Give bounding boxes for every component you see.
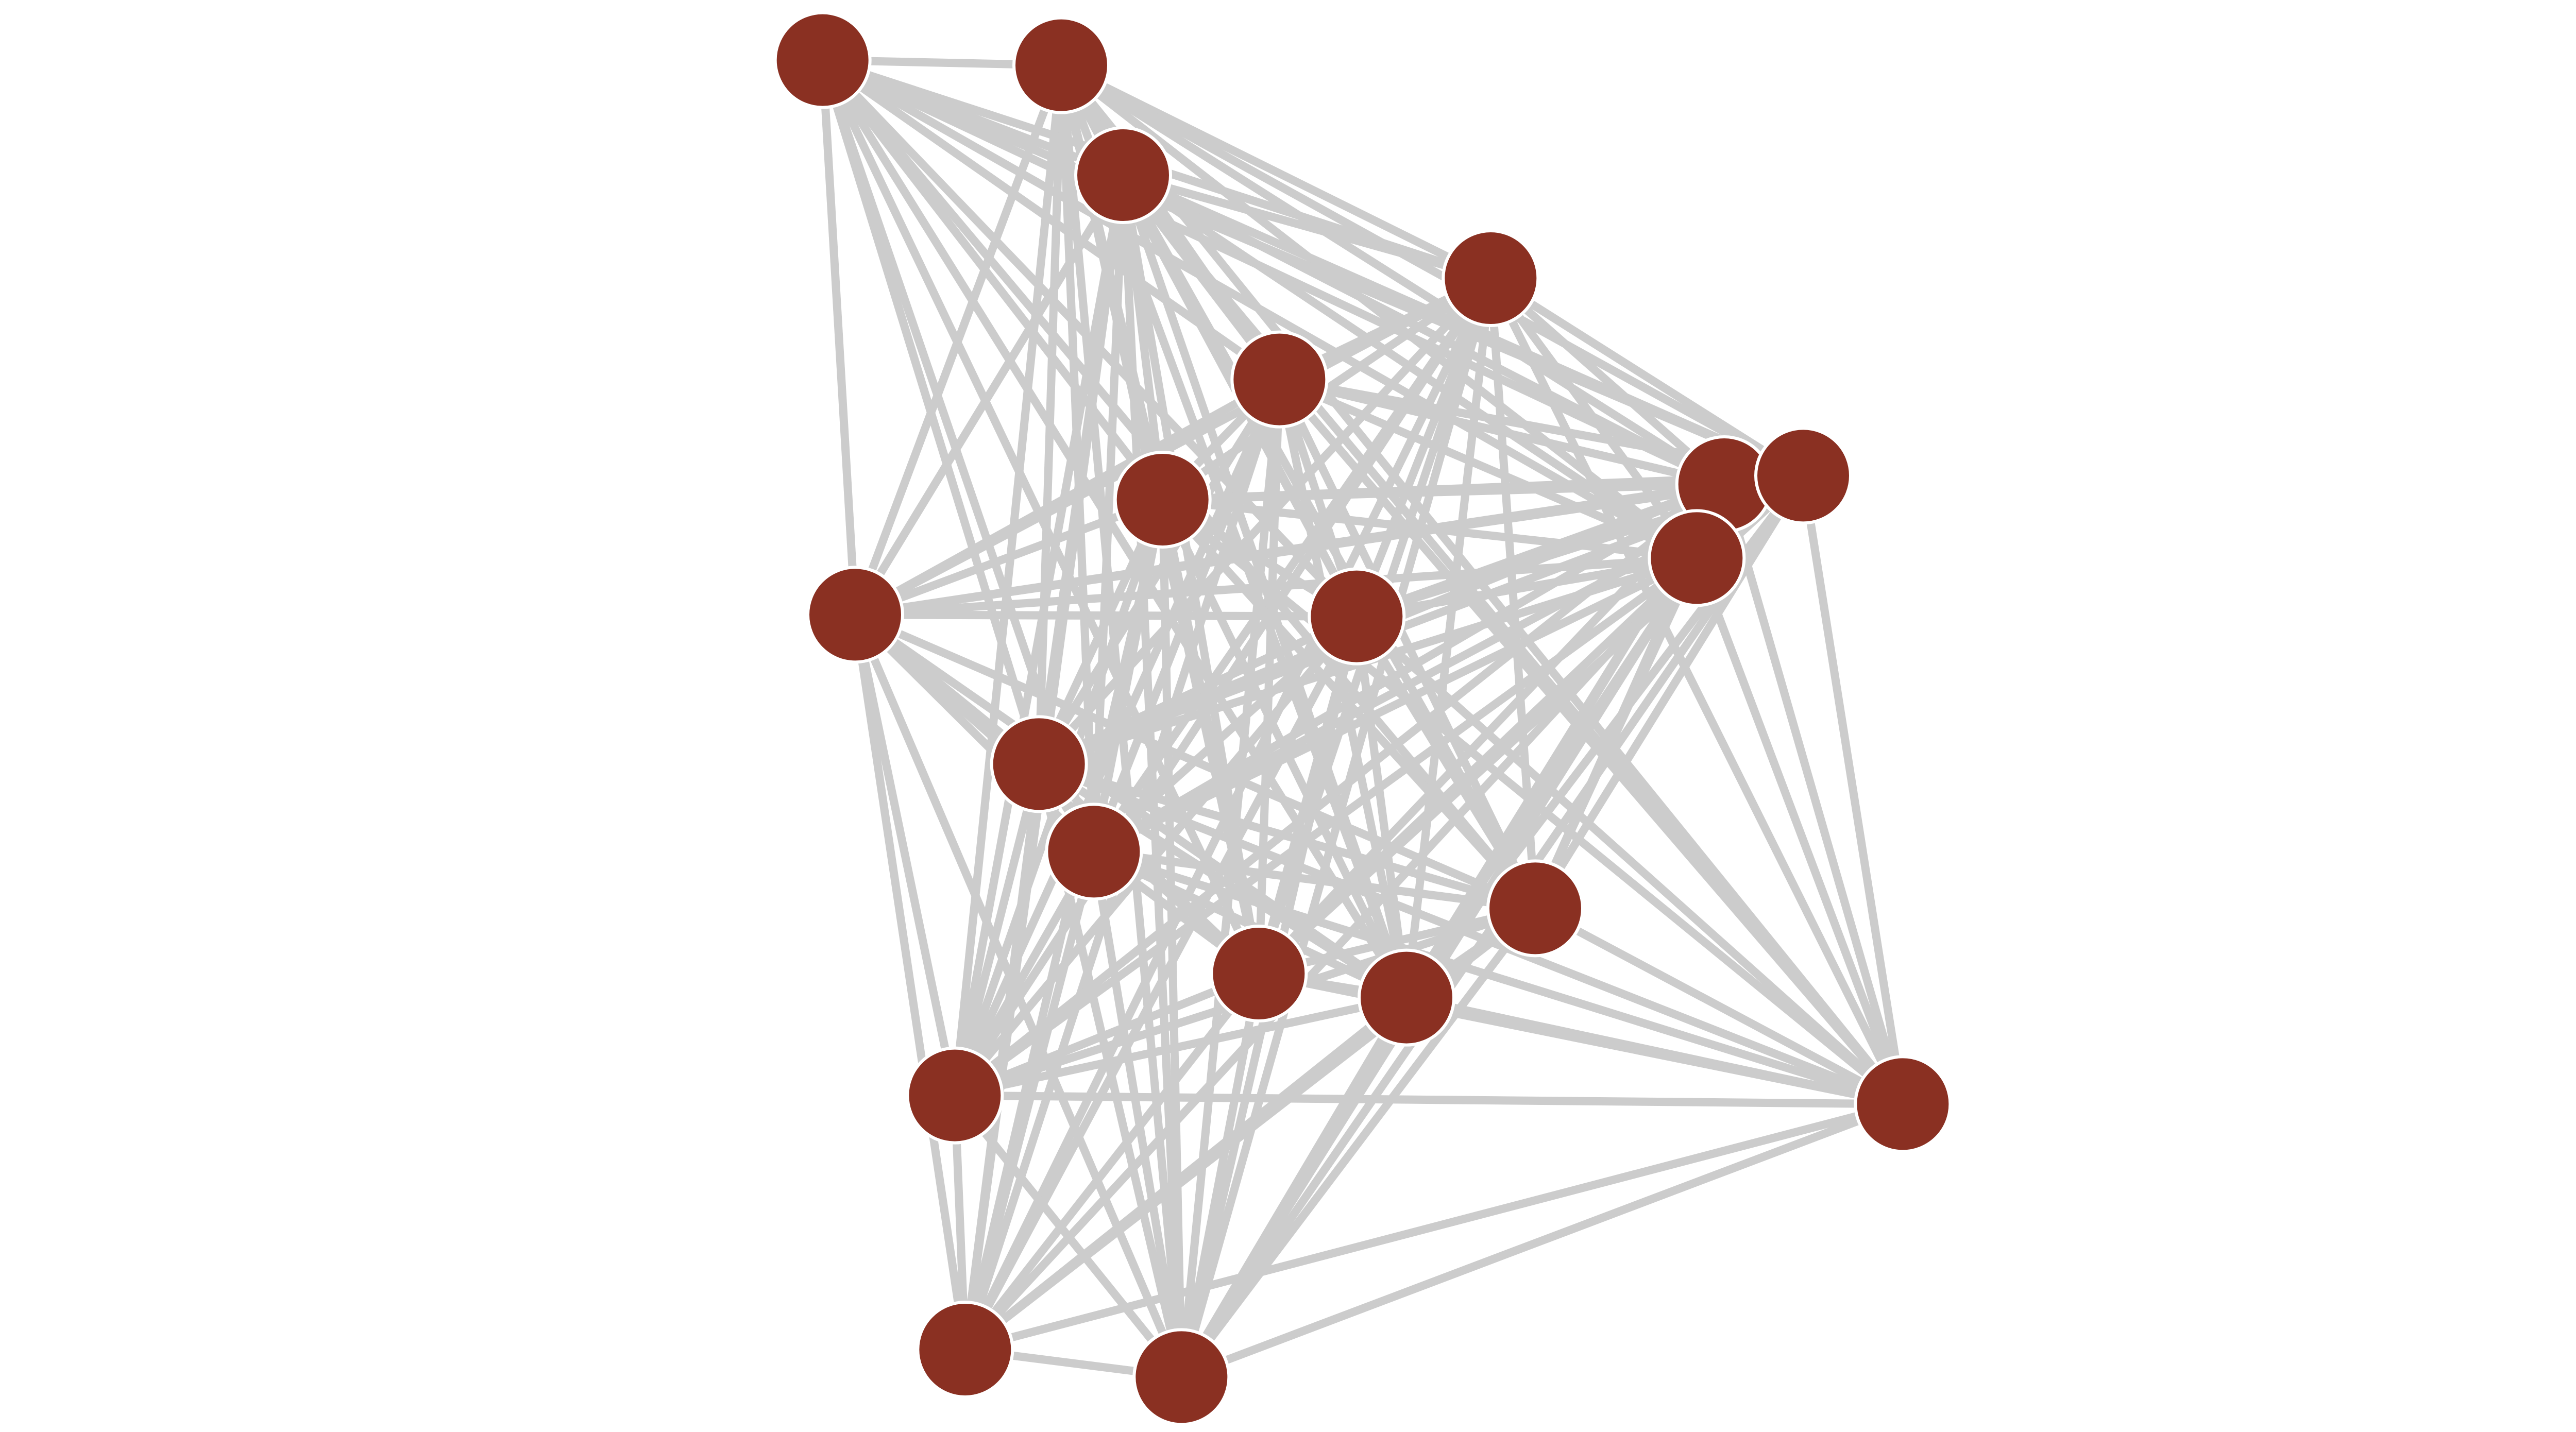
edge-11-19	[961, 614, 1361, 1352]
edge-10-19	[851, 614, 970, 1351]
edge-3-17	[951, 174, 1127, 1097]
edge-14-18	[1533, 905, 1905, 1108]
edge-16-17	[954, 993, 1408, 1100]
node-4	[1442, 229, 1540, 327]
node-15	[1210, 925, 1308, 1022]
edge-15-17	[953, 969, 1261, 1100]
node-6	[1113, 451, 1212, 549]
edge-7-18	[1720, 483, 1907, 1105]
edge-12-16	[1037, 760, 1409, 1001]
edge-12-17	[951, 763, 1043, 1097]
edge-9-17	[952, 554, 1700, 1099]
edge-2-17	[951, 64, 1065, 1096]
node-5	[1230, 330, 1329, 429]
edge-14-20	[1178, 906, 1539, 1380]
node-10	[806, 566, 904, 664]
edge-13-18	[1092, 847, 1904, 1108]
node-1	[773, 11, 872, 109]
edge-11-12	[1037, 612, 1359, 768]
edge-12-14	[1038, 760, 1537, 913]
node-16	[1358, 948, 1455, 1047]
edge-6-10	[854, 496, 1164, 619]
edge-9-13	[1092, 554, 1699, 856]
edge-5-10	[853, 376, 1282, 619]
edge-11-13	[1091, 613, 1360, 855]
edge-11-16	[1352, 616, 1411, 998]
edge-1-10	[818, 60, 859, 615]
edge-13-14	[1093, 847, 1536, 913]
edge-12-19	[961, 763, 1043, 1351]
edge-4-8	[1488, 275, 1806, 480]
edge-12-18	[1037, 760, 1905, 1108]
node-12	[990, 715, 1088, 813]
edge-10-20	[851, 613, 1185, 1379]
node-11	[1308, 567, 1406, 666]
node-18	[1854, 1055, 1952, 1153]
edge-18-19	[964, 1100, 1904, 1354]
edge-10-16	[853, 611, 1409, 1001]
node-14	[1486, 859, 1584, 958]
node-layer	[773, 11, 1952, 1426]
edge-8-10	[854, 471, 1804, 619]
edge-10-17	[851, 613, 959, 1097]
node-2	[1012, 16, 1110, 114]
node-17	[906, 1046, 1004, 1145]
edge-15-20	[1177, 973, 1263, 1378]
edge-13-20	[1090, 851, 1186, 1378]
node-19	[916, 1301, 1014, 1399]
edge-8-18	[1799, 475, 1907, 1105]
edge-11-14	[1353, 614, 1539, 911]
edge-9-10	[855, 554, 1697, 619]
node-9	[1648, 509, 1746, 607]
edge-9-18	[1692, 556, 1907, 1106]
edge-13-16	[1092, 848, 1409, 1001]
edge-5-18	[1276, 377, 1906, 1107]
edge-13-19	[961, 850, 1098, 1351]
edge-10-11	[855, 610, 1357, 621]
node-3	[1074, 126, 1172, 224]
edge-2-8	[1059, 61, 1805, 480]
edge-3-7	[1121, 171, 1726, 488]
edge-4-18	[1487, 276, 1907, 1106]
edge-4-20	[1177, 277, 1495, 1378]
node-20	[1132, 1328, 1231, 1426]
edge-16-18	[1405, 993, 1904, 1109]
edge-9-14	[1531, 556, 1701, 910]
edge-layer	[818, 56, 1907, 1382]
edge-8-14	[1532, 473, 1807, 911]
edge-9-15	[1256, 555, 1700, 977]
edge-3-10	[852, 173, 1127, 617]
edge-9-11	[1355, 554, 1698, 621]
edge-18-20	[1180, 1100, 1905, 1381]
edge-5-14	[1276, 378, 1539, 910]
edge-2-12	[1035, 65, 1065, 764]
edge-2-7	[1059, 61, 1726, 488]
edge-16-20	[1178, 995, 1410, 1379]
edge-17-20	[952, 1093, 1185, 1380]
edge-2-10	[851, 63, 1065, 617]
node-8	[1754, 427, 1852, 525]
edge-11-18	[1354, 613, 1906, 1107]
edge-17-18	[955, 1091, 1903, 1109]
node-13	[1045, 803, 1143, 901]
edge-16-19	[962, 994, 1409, 1353]
edge-3-4	[1122, 171, 1492, 282]
